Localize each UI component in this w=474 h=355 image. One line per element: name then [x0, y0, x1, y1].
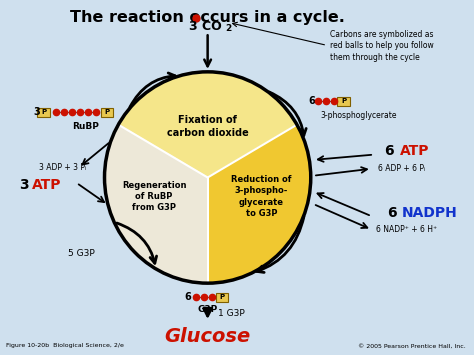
Polygon shape [208, 125, 311, 283]
Text: RuBP: RuBP [73, 122, 99, 131]
Text: 6 ADP + 6 Pᵢ: 6 ADP + 6 Pᵢ [378, 164, 426, 173]
Text: 1 G3P: 1 G3P [218, 310, 245, 318]
Text: 3: 3 [33, 107, 40, 117]
Text: © 2005 Pearson Prentice Hall, Inc.: © 2005 Pearson Prentice Hall, Inc. [358, 343, 465, 348]
Polygon shape [104, 125, 208, 283]
FancyBboxPatch shape [337, 97, 350, 106]
Text: 3 ADP + 3 Pᵢ: 3 ADP + 3 Pᵢ [39, 163, 86, 172]
Text: 3: 3 [20, 178, 35, 192]
Polygon shape [118, 72, 297, 178]
Text: The reaction occurs in a cycle.: The reaction occurs in a cycle. [70, 10, 345, 25]
Text: 2: 2 [226, 24, 232, 33]
Text: 3-phosphoglycerate: 3-phosphoglycerate [320, 111, 397, 120]
Text: P: P [219, 294, 224, 300]
Text: 6: 6 [385, 144, 400, 158]
Text: P: P [104, 109, 109, 115]
Text: 6: 6 [309, 97, 315, 106]
FancyBboxPatch shape [216, 293, 228, 302]
Text: NADPH: NADPH [402, 206, 458, 220]
Text: Reduction of
3-phospho-
glycerate
to G3P: Reduction of 3-phospho- glycerate to G3P [231, 175, 292, 218]
FancyBboxPatch shape [101, 108, 113, 117]
Text: 3 CO: 3 CO [189, 20, 222, 33]
Text: ATP: ATP [32, 178, 61, 192]
Text: 6 NADP⁺ + 6 H⁺: 6 NADP⁺ + 6 H⁺ [376, 225, 438, 234]
Text: Glucose: Glucose [164, 327, 251, 345]
Text: Fixation of
carbon dioxide: Fixation of carbon dioxide [167, 115, 248, 138]
Text: P: P [341, 98, 346, 104]
Text: Regeneration
of RuBP
from G3P: Regeneration of RuBP from G3P [122, 181, 186, 212]
Text: 5 G3P: 5 G3P [68, 249, 95, 258]
Text: 6: 6 [388, 206, 402, 220]
Text: P: P [41, 109, 46, 115]
FancyBboxPatch shape [37, 108, 50, 117]
Text: 6: 6 [184, 292, 191, 302]
Text: G3P: G3P [198, 305, 218, 314]
Text: ATP: ATP [400, 144, 429, 158]
Text: Carbons are symbolized as
red balls to help you follow
them through the cycle: Carbons are symbolized as red balls to h… [329, 29, 433, 62]
Text: Figure 10-20b  Biological Science, 2/e: Figure 10-20b Biological Science, 2/e [6, 343, 124, 348]
